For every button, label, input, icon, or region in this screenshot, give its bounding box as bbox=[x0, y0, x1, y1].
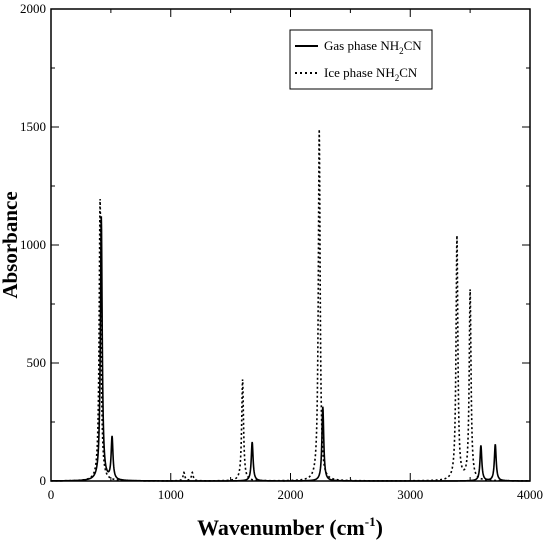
legend-ice-text-1: Ice phase NH bbox=[324, 65, 395, 80]
legend-ice-label: Ice phase NH2CN bbox=[324, 65, 418, 83]
x-tick-label: 4000 bbox=[517, 487, 543, 502]
legend: Gas phase NH2CN Ice phase NH2CN bbox=[289, 29, 433, 90]
x-axis-title-superscript: -1 bbox=[365, 514, 376, 529]
series-line-ice-phase bbox=[51, 129, 530, 482]
x-axis-title: Wavenumber (cm-1) bbox=[197, 514, 383, 540]
legend-ice-subscript: 2 bbox=[395, 73, 400, 83]
x-tick-label: 1000 bbox=[158, 487, 184, 502]
x-tick-label: 3000 bbox=[397, 487, 423, 502]
y-tick-label: 500 bbox=[27, 355, 47, 370]
legend-gas-subscript: 2 bbox=[399, 46, 404, 56]
series-layer bbox=[51, 129, 530, 482]
axis-ticks: 0 1000 2000 3000 4000 0 500 1000 1500 2000 bbox=[20, 1, 543, 502]
x-axis-title-main: Wavenumber (cm bbox=[197, 515, 365, 540]
legend-ice-text-2: CN bbox=[399, 65, 418, 80]
y-tick-label: 0 bbox=[40, 473, 47, 488]
y-axis-title: Absorbance bbox=[0, 191, 22, 298]
y-tick-label: 1500 bbox=[20, 119, 46, 134]
legend-gas-text-1: Gas phase NH bbox=[324, 38, 399, 53]
legend-gas-label: Gas phase NH2CN bbox=[324, 38, 422, 56]
y-tick-label: 1000 bbox=[20, 237, 46, 252]
x-tick-label: 2000 bbox=[278, 487, 304, 502]
x-axis-title-end: ) bbox=[376, 515, 383, 540]
legend-gas-text-2: CN bbox=[404, 38, 423, 53]
x-tick-label: 0 bbox=[48, 487, 55, 502]
y-tick-label: 2000 bbox=[20, 1, 46, 16]
legend-box bbox=[289, 29, 433, 90]
